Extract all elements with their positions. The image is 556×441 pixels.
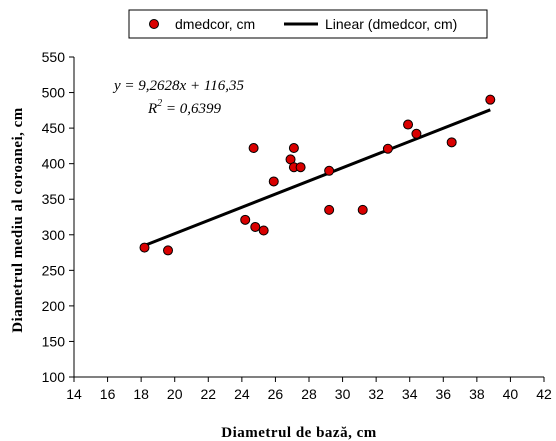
x-tick-label: 28 <box>301 386 317 402</box>
y-tick-label: 100 <box>42 369 66 385</box>
y-tick-label: 550 <box>42 49 66 65</box>
data-point <box>268 176 279 187</box>
data-point <box>288 143 299 154</box>
y-tick-label: 500 <box>42 85 66 101</box>
x-tick-label: 16 <box>100 386 116 402</box>
legend-marker-icon <box>149 19 159 29</box>
trendline <box>143 108 491 247</box>
data-point <box>250 221 261 232</box>
y-tick-label: 350 <box>42 191 66 207</box>
data-point <box>446 137 457 148</box>
data-point <box>357 204 368 215</box>
axes <box>73 57 544 378</box>
x-tick-label: 18 <box>133 386 149 402</box>
x-tick-label: 42 <box>536 386 552 402</box>
data-point <box>163 245 173 256</box>
y-tick-label: 450 <box>42 120 66 136</box>
x-tick-label: 22 <box>200 386 216 402</box>
y-tick-label: 150 <box>42 333 66 349</box>
r-squared-prefix: R <box>147 101 157 117</box>
y-axis-title: Diametrul mediu al coroanei, cm <box>10 107 26 333</box>
x-ticks: 14 16 18 20 22 24 26 28 30 32 34 36 38 40 42 <box>66 377 552 402</box>
data-point <box>258 225 269 236</box>
legend-entry-trendline: Linear (dmedcor, cm) <box>325 16 457 32</box>
data-point <box>411 128 422 139</box>
y-tick-label: 200 <box>42 298 66 314</box>
data-points <box>139 94 496 256</box>
x-tick-label: 40 <box>503 386 519 402</box>
trendline-equation: y = 9,2628x + 116,35 <box>112 78 244 94</box>
r-squared-exponent: 2 <box>157 98 162 109</box>
x-tick-label: 24 <box>234 386 250 402</box>
r-squared: R2 = 0,6399 <box>147 98 222 117</box>
data-point <box>248 143 259 154</box>
data-point <box>139 242 150 253</box>
y-tick-label: 400 <box>42 156 66 172</box>
x-tick-label: 38 <box>469 386 485 402</box>
data-point <box>295 162 306 173</box>
y-ticks: 100 150 200 250 300 350 400 450 500 550 <box>42 49 74 385</box>
data-point <box>324 204 335 215</box>
legend: dmedcor, cm Linear (dmedcor, cm) <box>128 9 488 39</box>
x-tick-label: 32 <box>368 386 384 402</box>
legend-entry-series: dmedcor, cm <box>175 16 255 32</box>
x-tick-label: 34 <box>402 386 418 402</box>
x-tick-label: 30 <box>335 386 351 402</box>
data-point <box>240 214 251 225</box>
y-tick-label: 250 <box>42 262 66 278</box>
data-point <box>485 94 496 105</box>
y-tick-label: 300 <box>42 227 66 243</box>
data-point <box>382 143 393 154</box>
x-tick-label: 14 <box>66 386 82 402</box>
x-tick-label: 26 <box>268 386 284 402</box>
x-axis-title: Diametrul de bază, cm <box>221 425 376 441</box>
data-point <box>403 119 414 130</box>
x-tick-label: 20 <box>167 386 183 402</box>
data-point <box>324 165 335 176</box>
r-squared-value: = 0,6399 <box>162 101 221 117</box>
x-tick-label: 36 <box>435 386 451 402</box>
